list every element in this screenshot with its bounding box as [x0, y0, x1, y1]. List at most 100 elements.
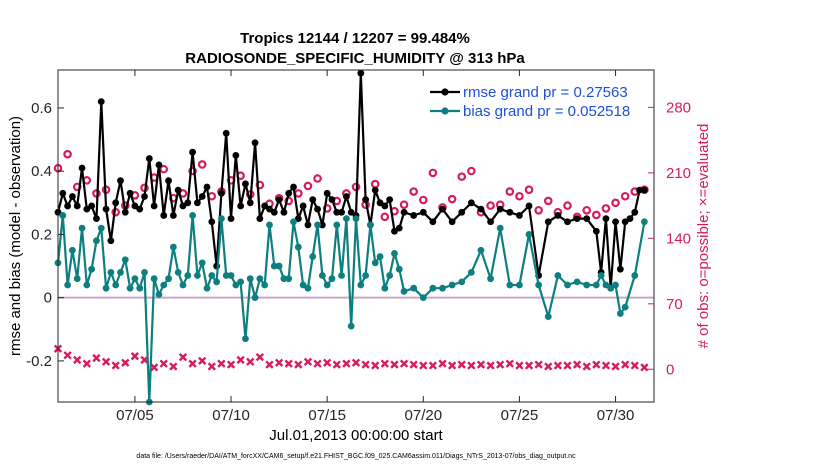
- obs-possible-marker: [188, 166, 197, 176]
- bias-point: [261, 281, 269, 289]
- bias-point: [342, 215, 350, 223]
- rmse-point: [261, 202, 269, 210]
- obs-possible-marker: [611, 198, 620, 208]
- obs-evaluated-marker: [572, 360, 582, 369]
- rmse-point: [218, 189, 225, 197]
- bias-point: [285, 275, 293, 283]
- rmse-point: [439, 205, 446, 213]
- bias-point: [213, 278, 221, 286]
- rmse-point: [357, 69, 365, 77]
- obs-evaluated-marker: [399, 359, 409, 368]
- bias-point: [131, 275, 139, 283]
- bias-point: [208, 272, 216, 279]
- rmse-point: [333, 208, 341, 216]
- bias-point: [564, 281, 571, 289]
- obs-possible-marker: [457, 172, 467, 181]
- obs-evaluated-marker: [63, 351, 72, 360]
- rmse-point: [208, 218, 216, 226]
- rmse-point: [64, 202, 72, 210]
- obs-evaluated-marker: [246, 357, 255, 366]
- bias-point: [59, 212, 67, 219]
- obs-evaluated-marker: [294, 360, 303, 369]
- bias-point: [487, 275, 494, 283]
- bias-point: [347, 322, 355, 330]
- rmse-point: [448, 218, 456, 226]
- bias-point: [338, 272, 345, 279]
- rmse-point: [338, 208, 345, 216]
- rmse-point: [323, 189, 331, 197]
- rmse-point: [467, 199, 475, 207]
- obs-evaluated-marker: [101, 357, 111, 366]
- rmse-point: [141, 193, 148, 200]
- y-tick-label-right: 140: [666, 230, 691, 247]
- y-axis-label-right: # of obs: o=possible; ×=evaluated: [695, 124, 712, 349]
- bias-point: [640, 218, 648, 226]
- bias-point: [391, 249, 398, 257]
- obs-evaluated-marker: [226, 360, 236, 369]
- rmse-point: [97, 98, 105, 106]
- bias-point: [621, 303, 629, 311]
- obs-evaluated-marker: [323, 358, 332, 367]
- bias-point: [573, 278, 581, 286]
- rmse-point: [616, 265, 624, 273]
- bias-point: [64, 281, 72, 289]
- rmse-point: [117, 177, 124, 185]
- bias-point: [275, 262, 283, 270]
- bias-point: [516, 281, 523, 289]
- rmse-point: [391, 227, 398, 235]
- bias-point: [612, 281, 619, 289]
- bias-point: [477, 246, 485, 254]
- y-tick-label-right: 210: [666, 165, 691, 182]
- obs-possible-marker: [399, 200, 409, 209]
- obs-possible-marker: [409, 187, 418, 196]
- bias-point: [400, 287, 408, 295]
- y-tick-label-right: 70: [666, 296, 683, 313]
- bias-point: [554, 272, 562, 279]
- obs-evaluated-marker: [476, 360, 486, 369]
- rmse-point: [203, 183, 211, 191]
- rmse-point: [78, 164, 86, 172]
- rmse-point: [256, 215, 264, 223]
- rmse-point: [544, 218, 552, 226]
- obs-evaluated-marker: [467, 361, 476, 370]
- y-tick-label-left: 0.6: [31, 100, 52, 117]
- rmse-point: [184, 199, 192, 207]
- bias-point: [496, 224, 504, 232]
- rmse-point: [458, 208, 466, 216]
- bias-point: [246, 275, 254, 283]
- rmse-point: [126, 189, 134, 197]
- rmse-point: [160, 212, 168, 219]
- obs-evaluated-marker: [236, 355, 245, 365]
- obs-evaluated-marker: [178, 352, 188, 362]
- bias-point: [328, 275, 336, 283]
- bias-point: [232, 281, 240, 289]
- obs-evaluated-marker: [592, 360, 601, 369]
- bias-point: [203, 284, 211, 292]
- obs-evaluated-marker: [505, 359, 514, 368]
- rmse-point: [227, 215, 235, 223]
- rmse-point: [174, 186, 182, 194]
- obs-possible-marker: [486, 201, 495, 210]
- rmse-point: [266, 205, 273, 213]
- rmse-point: [93, 215, 100, 223]
- obs-evaluated-marker: [332, 360, 341, 369]
- obs-evaluated-marker: [207, 362, 216, 371]
- rmse-point: [193, 199, 201, 207]
- bias-point: [266, 221, 273, 229]
- bias-point: [318, 272, 326, 279]
- bias-point: [73, 275, 81, 283]
- bias-point: [583, 281, 591, 289]
- y-tick-label-left: 0.4: [31, 163, 52, 180]
- rmse-point: [395, 224, 403, 232]
- x-tick-label: 07/25: [501, 407, 539, 424]
- bias-point: [280, 275, 288, 283]
- obs-evaluated-marker: [553, 361, 563, 370]
- rmse-point: [309, 196, 317, 204]
- obs-possible-marker: [467, 166, 476, 176]
- rmse-point: [612, 218, 619, 226]
- bias-point: [386, 272, 394, 279]
- rmse-point: [280, 208, 288, 216]
- rmse-point: [304, 221, 312, 229]
- rmse-point: [136, 205, 144, 213]
- rmse-point: [189, 148, 196, 156]
